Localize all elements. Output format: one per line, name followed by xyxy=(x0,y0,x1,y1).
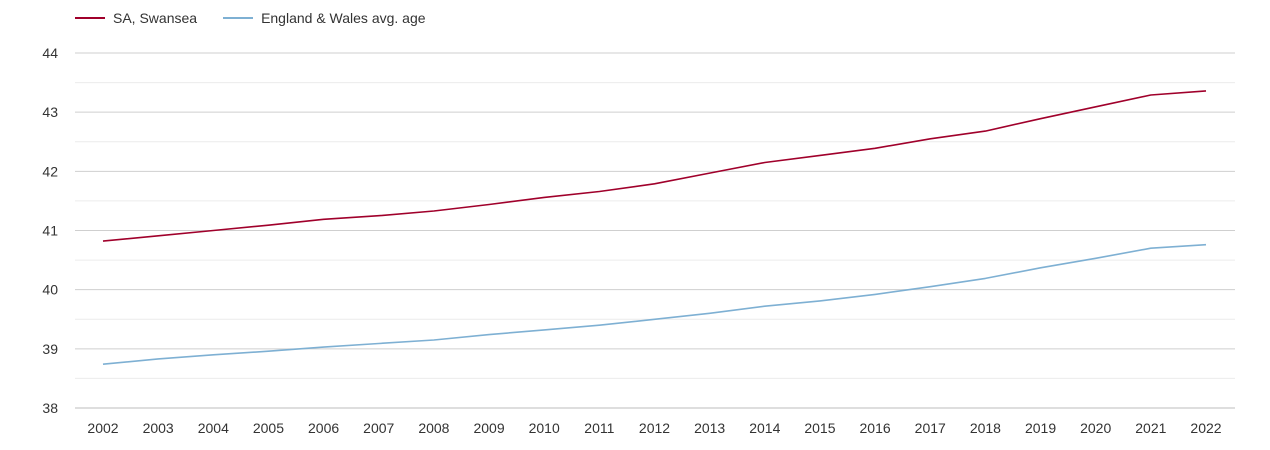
x-tick-label: 2017 xyxy=(915,420,946,436)
legend-swatch-swansea xyxy=(75,17,105,19)
series-line-england-wales xyxy=(102,243,1207,365)
data-point-swansea[interactable] xyxy=(485,200,493,208)
x-tick-label: 2010 xyxy=(529,420,560,436)
data-point-england-wales[interactable] xyxy=(981,274,989,282)
x-tick-label: 2008 xyxy=(418,420,449,436)
data-point-swansea[interactable] xyxy=(761,158,769,166)
x-tick-label: 2003 xyxy=(143,420,174,436)
data-point-swansea[interactable] xyxy=(595,187,603,195)
y-tick-label: 44 xyxy=(42,45,58,61)
data-point-england-wales[interactable] xyxy=(320,343,328,351)
data-point-swansea[interactable] xyxy=(1147,91,1155,99)
x-tick-label: 2018 xyxy=(970,420,1001,436)
y-tick-label: 42 xyxy=(42,163,58,179)
data-point-swansea[interactable] xyxy=(320,215,328,223)
data-point-england-wales[interactable] xyxy=(926,283,934,291)
data-point-swansea[interactable] xyxy=(1092,103,1100,111)
x-tick-label: 2011 xyxy=(584,420,614,436)
data-point-swansea[interactable] xyxy=(99,237,107,245)
x-tick-label: 2012 xyxy=(639,420,670,436)
x-tick-label: 2013 xyxy=(694,420,725,436)
y-tick-label: 40 xyxy=(42,282,58,298)
data-point-england-wales[interactable] xyxy=(1147,244,1155,252)
data-point-england-wales[interactable] xyxy=(706,309,714,317)
data-point-swansea[interactable] xyxy=(871,144,879,152)
data-point-swansea[interactable] xyxy=(706,169,714,177)
data-point-england-wales[interactable] xyxy=(816,297,824,305)
series-line-swansea xyxy=(102,90,1207,242)
data-point-england-wales[interactable] xyxy=(154,355,162,363)
data-point-england-wales[interactable] xyxy=(761,302,769,310)
data-point-england-wales[interactable] xyxy=(375,340,383,348)
data-point-swansea[interactable] xyxy=(816,151,824,159)
data-point-england-wales[interactable] xyxy=(264,347,272,355)
data-point-england-wales[interactable] xyxy=(540,326,548,334)
data-point-england-wales[interactable] xyxy=(99,360,107,368)
data-point-swansea[interactable] xyxy=(981,127,989,135)
y-tick-label: 41 xyxy=(42,223,58,239)
x-tick-label: 2006 xyxy=(308,420,339,436)
data-point-england-wales[interactable] xyxy=(1092,254,1100,262)
legend-label-england-wales: England & Wales avg. age xyxy=(261,10,426,26)
data-point-swansea[interactable] xyxy=(540,193,548,201)
x-tick-label: 2020 xyxy=(1080,420,1111,436)
x-tick-label: 2019 xyxy=(1025,420,1056,436)
data-point-swansea[interactable] xyxy=(1202,87,1210,95)
data-point-swansea[interactable] xyxy=(375,212,383,220)
x-tick-label: 2007 xyxy=(363,420,394,436)
x-tick-label: 2009 xyxy=(473,420,504,436)
data-point-swansea[interactable] xyxy=(651,180,659,188)
y-tick-label: 38 xyxy=(42,400,58,416)
data-point-england-wales[interactable] xyxy=(430,336,438,344)
x-tick-label: 2021 xyxy=(1135,420,1166,436)
data-point-england-wales[interactable] xyxy=(1202,241,1210,249)
y-tick-label: 39 xyxy=(42,341,58,357)
legend-item-swansea[interactable]: SA, Swansea xyxy=(75,10,197,26)
legend-label-swansea: SA, Swansea xyxy=(113,10,198,26)
data-point-swansea[interactable] xyxy=(264,221,272,229)
data-point-swansea[interactable] xyxy=(430,207,438,215)
x-tick-label: 2005 xyxy=(253,420,284,436)
y-tick-label: 43 xyxy=(42,104,58,120)
legend-swatch-england-wales xyxy=(223,17,254,19)
x-tick-label: 2022 xyxy=(1190,420,1221,436)
chart-legend: SA, Swansea England & Wales avg. age xyxy=(75,10,426,26)
data-point-swansea[interactable] xyxy=(209,227,217,235)
data-point-england-wales[interactable] xyxy=(1037,264,1045,272)
data-point-england-wales[interactable] xyxy=(595,321,603,329)
data-point-swansea[interactable] xyxy=(926,135,934,143)
data-point-swansea[interactable] xyxy=(154,232,162,240)
x-tick-label: 2016 xyxy=(860,420,891,436)
legend-item-england-wales[interactable]: England & Wales avg. age xyxy=(223,10,426,26)
data-point-england-wales[interactable] xyxy=(871,290,879,298)
data-point-england-wales[interactable] xyxy=(485,331,493,339)
data-point-swansea[interactable] xyxy=(1037,115,1045,123)
data-point-england-wales[interactable] xyxy=(651,315,659,323)
x-tick-label: 2015 xyxy=(804,420,835,436)
x-tick-label: 2002 xyxy=(87,420,118,436)
data-point-england-wales[interactable] xyxy=(209,351,217,359)
x-tick-label: 2014 xyxy=(749,420,780,436)
x-tick-label: 2004 xyxy=(198,420,229,436)
